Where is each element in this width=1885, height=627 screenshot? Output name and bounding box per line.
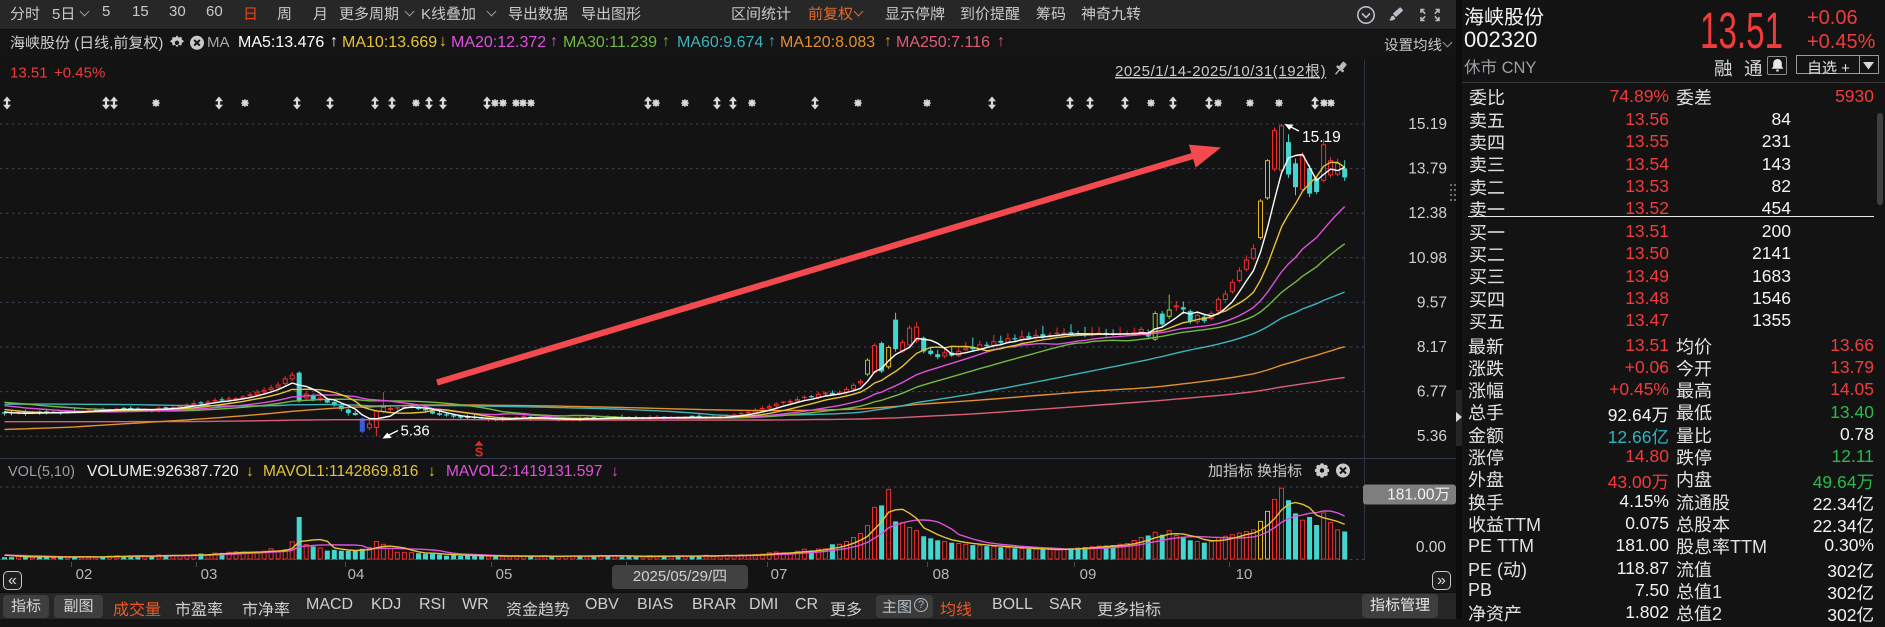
svg-text:MAVOL2:1419131.597: MAVOL2:1419131.597: [446, 463, 603, 480]
svg-text:181.00万: 181.00万: [1387, 487, 1450, 504]
svg-text:S: S: [475, 446, 483, 460]
svg-text:VOL(5,10): VOL(5,10): [8, 464, 75, 480]
svg-text:VOLUME:926387.720: VOLUME:926387.720: [87, 463, 239, 480]
svg-text:15.19: 15.19: [1302, 129, 1341, 146]
svg-text:↓: ↓: [246, 463, 254, 480]
svg-text:5.36: 5.36: [401, 423, 430, 440]
svg-text:10.98: 10.98: [1408, 250, 1447, 267]
svg-text:+0.45%: +0.45%: [54, 65, 105, 82]
svg-text:13.79: 13.79: [1408, 161, 1447, 178]
svg-text:8.17: 8.17: [1417, 339, 1447, 356]
svg-text:加指标 换指标: 加指标 换指标: [1208, 463, 1302, 480]
svg-text:↓: ↓: [611, 463, 619, 480]
svg-text:9.57: 9.57: [1417, 294, 1447, 311]
svg-text:12.38: 12.38: [1408, 205, 1447, 222]
svg-text:MAVOL1:1142869.816: MAVOL1:1142869.816: [263, 463, 418, 480]
svg-text:5.36: 5.36: [1417, 428, 1447, 445]
svg-text:6.77: 6.77: [1417, 384, 1447, 401]
svg-text:2025/1/14-2025/10/31(192根): 2025/1/14-2025/10/31(192根): [1115, 63, 1326, 80]
svg-text:0.00: 0.00: [1416, 539, 1447, 556]
svg-text:13.51: 13.51: [10, 65, 48, 82]
svg-text:↓: ↓: [428, 463, 436, 480]
svg-text:15.19: 15.19: [1408, 116, 1447, 133]
